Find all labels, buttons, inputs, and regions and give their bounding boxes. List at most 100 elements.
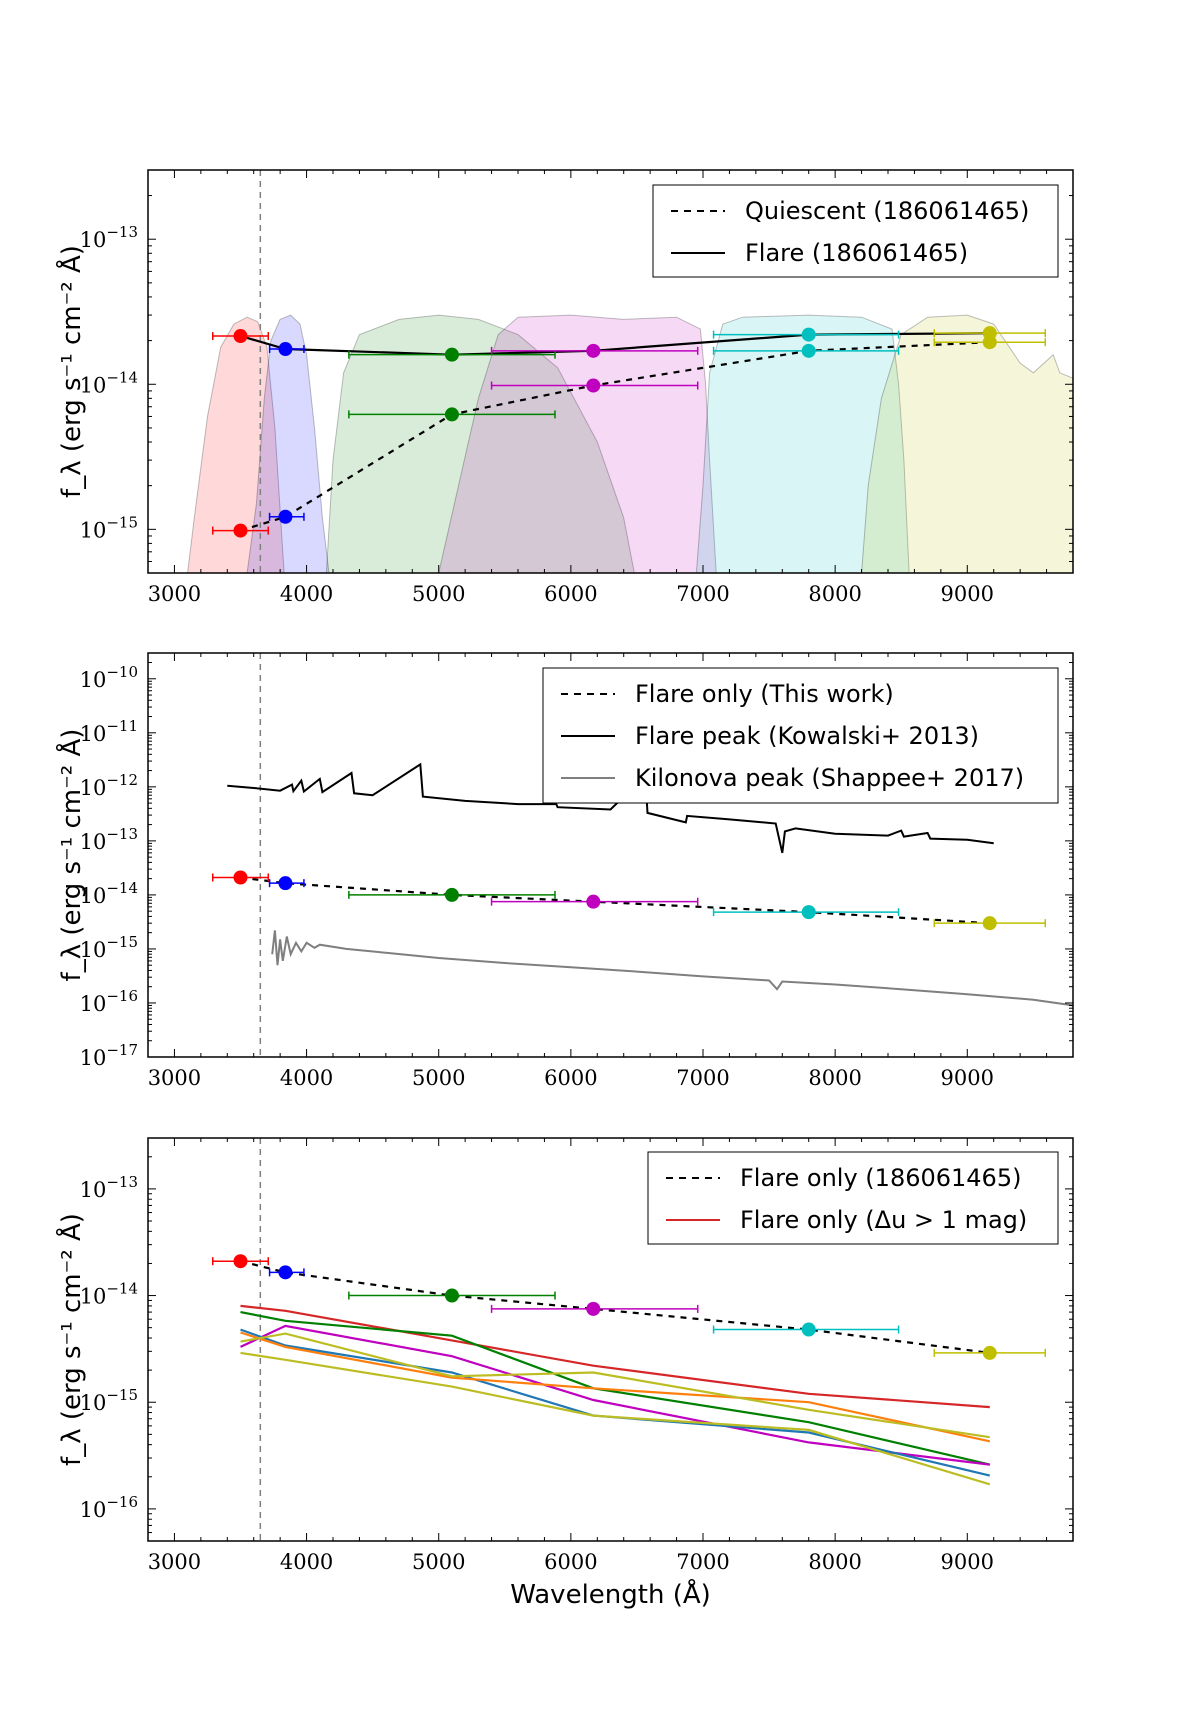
x-tick-label: 8000 — [808, 1066, 861, 1090]
legend-label: Flare peak (Kowalski+ 2013) — [635, 722, 979, 750]
plot-area — [187, 170, 1073, 573]
data-point — [233, 329, 248, 344]
y-axis-label: f_λ (erg s⁻¹ cm⁻² Å) — [55, 245, 87, 498]
y-axis-label: f_λ (erg s⁻¹ cm⁻² Å) — [55, 1213, 87, 1466]
data-point — [233, 1254, 248, 1269]
legend-label: Kilonova peak (Shappee+ 2017) — [635, 764, 1024, 792]
series-line-3 — [240, 1324, 990, 1466]
x-tick-label: 4000 — [280, 1550, 333, 1574]
y-tick-label: 10−15 — [80, 933, 138, 962]
y-tick-label: 10−13 — [80, 1173, 138, 1202]
y-axis-label: f_λ (erg s⁻¹ cm⁻² Å) — [55, 729, 87, 982]
filter-curve-v — [325, 314, 635, 573]
x-tick-label: 6000 — [544, 1066, 597, 1090]
y-tick-label: 10−17 — [80, 1041, 138, 1070]
y-tick-label: 10−14 — [80, 879, 138, 908]
legend: Quiescent (186061465) Flare (186061465) — [652, 184, 1059, 278]
axes-frame — [147, 1137, 1074, 1542]
data-point — [278, 342, 293, 357]
x-tick-label: 5000 — [412, 1550, 465, 1574]
data-point — [278, 1265, 293, 1280]
data-point — [278, 509, 293, 524]
x-tick-label: 8000 — [808, 1550, 861, 1574]
y-tick-label: 10−13 — [80, 825, 138, 854]
series-line-0 — [240, 341, 990, 532]
y-tick-label: 10−13 — [80, 223, 138, 252]
x-tick-label: 9000 — [941, 582, 994, 606]
data-point — [982, 916, 997, 931]
x-tick-label: 6000 — [544, 582, 597, 606]
y-tick-label: 10−16 — [80, 987, 138, 1016]
series-line-0 — [240, 876, 990, 925]
series-line-1 — [227, 762, 994, 854]
data-point — [444, 407, 459, 422]
legend-box — [652, 184, 1059, 278]
series-line-7 — [240, 1351, 991, 1486]
chart-panel-bottom: 3000 4000 5000 6000 7000 8000 9000 10−13 10−14 10… — [55, 1137, 1074, 1610]
chart-panel-top: 3000 4000 5000 6000 7000 8000 9000 10−13 10−14 10… — [55, 169, 1074, 606]
legend-box — [542, 667, 1059, 804]
y-tick-label: 10−12 — [80, 771, 138, 800]
plot-area — [212, 1138, 1046, 1541]
series-line-5 — [240, 1331, 991, 1443]
data-point — [586, 343, 601, 358]
data-point — [444, 1288, 459, 1303]
y-tick-label: 10−15 — [80, 1386, 138, 1415]
y-tick-label: 10−15 — [80, 513, 138, 542]
y-tick-label: 10−16 — [80, 1493, 138, 1522]
data-point — [982, 326, 997, 341]
series-line-2 — [240, 1311, 991, 1466]
plot-area — [212, 653, 1073, 1057]
x-tick-label: 4000 — [280, 582, 333, 606]
legend-label: Flare (186061465) — [745, 239, 968, 267]
x-tick-label: 5000 — [412, 1066, 465, 1090]
x-tick-label: 3000 — [148, 1066, 201, 1090]
x-tick-label: 7000 — [676, 582, 729, 606]
filter-curve-g — [246, 314, 330, 573]
x-axis-label: Wavelength (Å) — [510, 1578, 711, 1610]
y-tick-label: 10−10 — [80, 663, 138, 692]
x-tick-label: 7000 — [676, 1066, 729, 1090]
chart-panel-middle: 3000 4000 5000 6000 7000 8000 9000 10−10 10−11 10… — [55, 652, 1074, 1090]
legend-label: Flare only (186061465) — [740, 1164, 1021, 1192]
data-point — [801, 327, 816, 342]
legend-label: Flare only (This work) — [635, 680, 894, 708]
x-tick-label: 8000 — [808, 582, 861, 606]
legend: Flare only (This work) Flare peak (Kowals… — [542, 667, 1059, 804]
data-point — [801, 905, 816, 920]
y-tick-label: 10−11 — [80, 717, 138, 746]
x-tick-label: 3000 — [148, 1550, 201, 1574]
x-tick-label: 9000 — [941, 1066, 994, 1090]
data-point — [801, 1322, 816, 1337]
data-point — [586, 894, 601, 909]
series-line-1 — [240, 1304, 990, 1409]
x-tick-label: 9000 — [941, 1550, 994, 1574]
x-tick-label: 3000 — [148, 582, 201, 606]
legend-box — [647, 1151, 1059, 1245]
data-point — [801, 343, 816, 358]
legend: Flare only (186061465) Flare only (Δu > 1… — [647, 1151, 1059, 1245]
legend-label: Flare only (Δu > 1 mag) — [740, 1206, 1027, 1234]
axes-frame — [147, 169, 1074, 574]
data-point — [586, 378, 601, 393]
data-point — [444, 347, 459, 362]
filter-curve-z — [861, 314, 1073, 573]
x-tick-label: 5000 — [412, 582, 465, 606]
data-point — [278, 876, 293, 891]
filter-curve-r — [438, 314, 717, 573]
filter-curve-i — [695, 314, 910, 573]
x-tick-label: 7000 — [676, 1550, 729, 1574]
data-point — [444, 887, 459, 902]
data-point — [982, 1345, 997, 1360]
y-tick-label: 10−14 — [80, 368, 138, 397]
series-line-0 — [240, 1260, 990, 1354]
axes-frame — [147, 652, 1074, 1058]
x-tick-label: 6000 — [544, 1550, 597, 1574]
data-point — [233, 523, 248, 538]
series-line-2 — [271, 930, 1073, 1007]
data-point — [586, 1301, 601, 1316]
data-point — [233, 870, 248, 885]
series-line-6 — [240, 1332, 990, 1439]
legend-label: Quiescent (186061465) — [745, 197, 1029, 225]
